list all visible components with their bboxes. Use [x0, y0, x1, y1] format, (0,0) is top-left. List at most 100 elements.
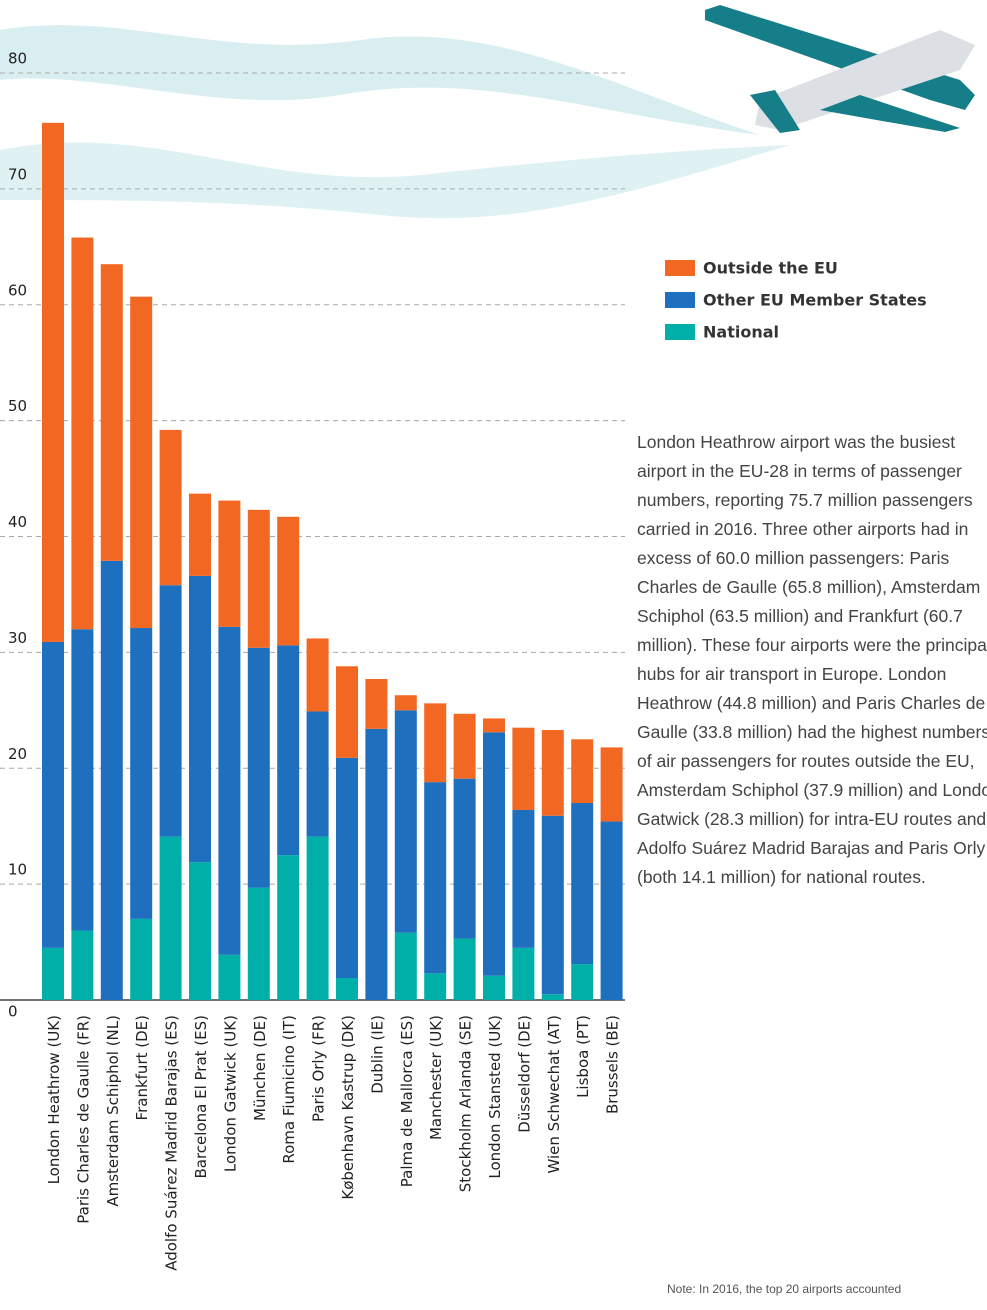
bar-segment	[424, 782, 447, 974]
bar-segment	[247, 887, 270, 1000]
plane-body	[755, 30, 975, 130]
bar-segment	[306, 711, 329, 837]
bar-segment	[394, 932, 417, 1000]
bar-segment	[394, 710, 417, 933]
bar-segment	[394, 695, 417, 711]
x-tick-label: London Stansted (UK)	[486, 1015, 504, 1179]
bar-segment	[159, 836, 182, 1000]
x-tick-label: London Heathrow (UK)	[45, 1015, 63, 1184]
bar-segment	[424, 973, 447, 1000]
bar-segment	[189, 493, 211, 576]
cloud-trail	[0, 25, 760, 136]
legend-swatch	[665, 324, 695, 340]
x-tick-label: Amsterdam Schiphol (NL)	[104, 1015, 122, 1207]
legend-label: National	[703, 323, 779, 342]
cloud-trail	[0, 142, 790, 219]
bar-segment	[247, 647, 270, 888]
decoration	[0, 5, 975, 219]
bar-segment	[130, 296, 153, 629]
x-tick-label: Roma Fiumicino (IT)	[280, 1015, 298, 1164]
bar-segment	[218, 954, 241, 1000]
bar-segment	[42, 947, 64, 1000]
bar-segment	[336, 977, 358, 1000]
plane-wing	[820, 95, 960, 132]
bar-segment	[71, 930, 94, 1000]
bar-segment	[600, 747, 623, 822]
bar-segment	[130, 628, 153, 919]
bar-segment	[453, 713, 476, 779]
x-tick-label: Paris Charles de Gaulle (FR)	[74, 1015, 92, 1224]
x-tick-label: Manchester (UK)	[427, 1015, 445, 1140]
y-tick-label: 10	[8, 861, 27, 879]
y-tick-label: 0	[8, 1003, 18, 1021]
x-tick-label: Paris Orly (FR)	[310, 1015, 328, 1122]
bar-segment	[71, 629, 94, 931]
bar-segment	[189, 862, 211, 1000]
x-tick-label: København Kastrup (DK)	[339, 1015, 357, 1200]
bar-segment	[541, 994, 564, 1000]
bar-segment	[483, 975, 505, 1000]
legend: Outside the EU Other EU Member States Nati…	[665, 259, 927, 342]
bar-segment	[277, 516, 300, 646]
bar-segment	[541, 730, 564, 816]
y-tick-label: 40	[8, 513, 27, 531]
y-tick-label: 50	[8, 397, 27, 415]
bar-segment	[365, 679, 388, 729]
bar-segment	[218, 500, 241, 627]
bar-segment	[483, 718, 505, 733]
bar-segment	[571, 803, 594, 965]
bar-segment	[42, 122, 64, 642]
plane-tail	[750, 90, 800, 133]
bar-segment	[159, 429, 182, 586]
bar-segment	[453, 778, 476, 939]
legend-label: Other EU Member States	[703, 291, 927, 310]
bar-segment	[42, 641, 64, 948]
x-tick-label: Barcelona El Prat (ES)	[192, 1015, 210, 1179]
x-tick-label: Palma de Mallorca (ES)	[398, 1015, 416, 1187]
bar-segment	[277, 855, 300, 1000]
x-tick-label: Frankfurt (DE)	[133, 1015, 151, 1120]
bar-segment	[71, 237, 94, 630]
bar-segment	[159, 585, 182, 837]
bar-segment	[306, 836, 329, 1000]
x-tick-label: Adolfo Suárez Madrid Barajas (ES)	[163, 1015, 181, 1271]
description: London Heathrow airport was the busiest …	[637, 432, 987, 887]
bar-segment	[336, 666, 358, 758]
bar-segment	[453, 938, 476, 1000]
y-tick-label: 60	[8, 281, 27, 299]
bar-segment	[512, 809, 535, 948]
bar-segment	[189, 575, 211, 863]
bar-segment	[571, 739, 594, 804]
bar-segment	[424, 703, 447, 783]
bar-segment	[512, 947, 535, 1000]
x-tick-label: Brussels (BE)	[604, 1015, 622, 1114]
y-tick-label: 80	[8, 50, 27, 68]
bar-segment	[600, 821, 623, 1000]
bar-segment	[218, 626, 241, 955]
bar-segment	[100, 264, 123, 561]
bar-segment	[336, 757, 358, 978]
legend-label: Outside the EU	[703, 259, 838, 278]
bar-segment	[483, 732, 505, 976]
bar-segment	[277, 645, 300, 856]
bar-segment	[512, 727, 535, 810]
legend-swatch	[665, 260, 695, 276]
bar-segment	[100, 560, 123, 1000]
bar-segment	[306, 638, 329, 712]
y-tick-label: 30	[8, 629, 27, 647]
bar-segment	[365, 728, 388, 1000]
x-tick-label: London Gatwick (UK)	[221, 1015, 239, 1172]
y-tick-label: 70	[8, 165, 27, 183]
x-tick-label: Wien Schwechat (AT)	[545, 1015, 563, 1174]
x-tick-label: München (DE)	[251, 1015, 269, 1121]
legend-swatch	[665, 292, 695, 308]
bar-segment	[130, 918, 153, 1000]
bar-segment	[247, 509, 270, 648]
y-tick-label: 20	[8, 745, 27, 763]
x-tick-label: Lisboa (PT)	[574, 1015, 592, 1098]
x-tick-label: Düsseldorf (DE)	[515, 1015, 533, 1133]
x-tick-label: Stockholm Arlanda (SE)	[457, 1015, 475, 1192]
bar-segment	[571, 964, 594, 1000]
